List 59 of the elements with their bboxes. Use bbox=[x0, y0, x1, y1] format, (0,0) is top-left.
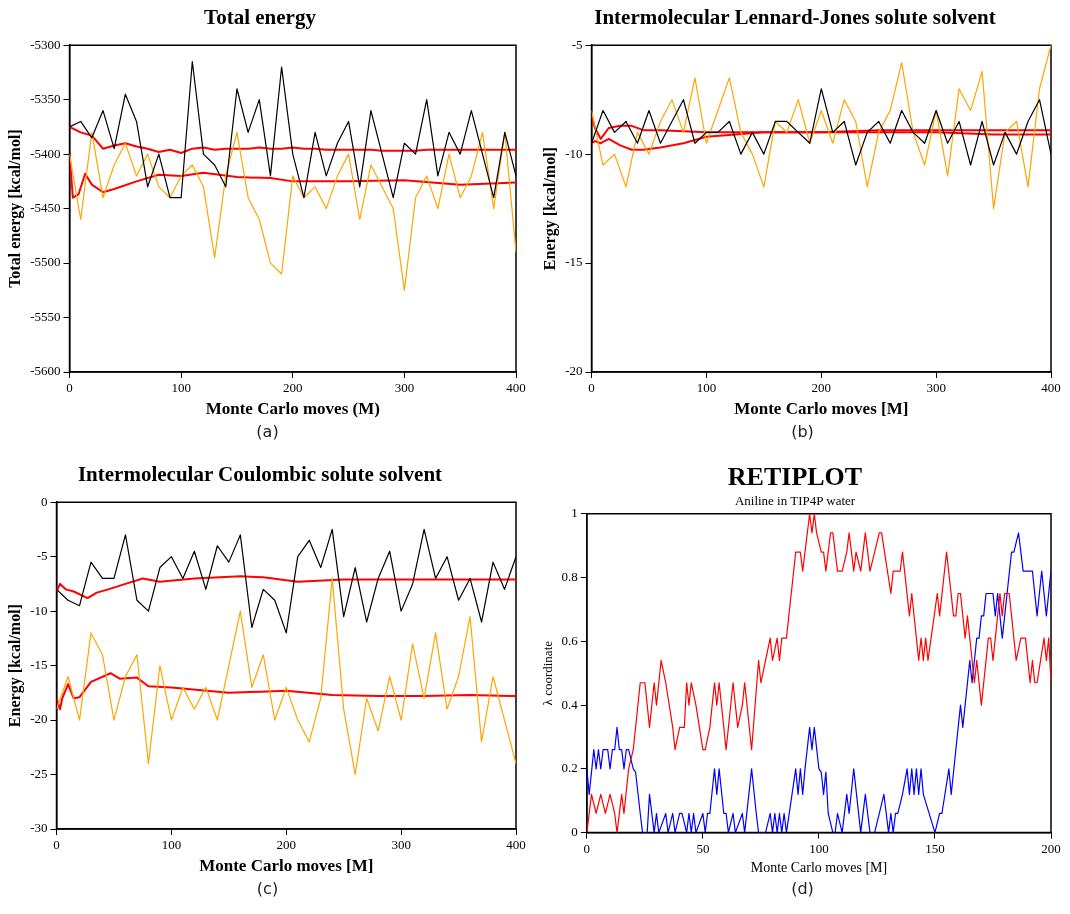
x-tick-label: 100 bbox=[161, 837, 182, 853]
x-tick-label: 0 bbox=[588, 380, 595, 396]
x-axis-title: Monte Carlo moves (M) bbox=[205, 399, 380, 419]
y-axis-title: Total energy [kcal/mol] bbox=[5, 129, 24, 288]
text: (d) bbox=[790, 879, 815, 898]
y-tick-label: -5 bbox=[571, 36, 583, 52]
y-tick-label: 0 bbox=[41, 493, 48, 509]
y-axis-title: Energy [kcal/mol] bbox=[5, 604, 24, 728]
x-tick-label: 300 bbox=[394, 380, 415, 396]
y-tick-label: -5400 bbox=[30, 145, 61, 161]
chart-title: Total energy bbox=[204, 5, 317, 30]
x-axis-title: Monte Carlo moves [M] bbox=[734, 399, 909, 419]
x-tick-label: 200 bbox=[283, 380, 303, 396]
y-tick-label: 0.4 bbox=[561, 696, 579, 712]
x-tick-label: 50 bbox=[696, 840, 710, 856]
y-tick-label: -5550 bbox=[30, 308, 61, 324]
chart-title: Intermolecular Coulombic solute solvent bbox=[77, 462, 443, 487]
y-tick-label: -5300 bbox=[30, 36, 61, 52]
y-tick-label: -20 bbox=[30, 711, 48, 727]
y-tick-label: 0.6 bbox=[561, 632, 579, 648]
x-tick-label: 200 bbox=[276, 837, 297, 853]
x-tick-label: 300 bbox=[391, 837, 411, 853]
x-axis-title: Monte Carlo moves [M] bbox=[750, 860, 888, 876]
y-tick-label: -5 bbox=[36, 548, 48, 564]
chart-subtitle: Aniline in TIP4P water bbox=[734, 493, 856, 509]
y-tick-label: 0.2 bbox=[561, 760, 578, 776]
y-tick-label: -20 bbox=[565, 363, 583, 379]
y-tick-label: -5450 bbox=[30, 200, 61, 216]
text: (c) bbox=[255, 879, 280, 898]
y-tick-label: -10 bbox=[565, 145, 583, 161]
x-tick-label: 200 bbox=[811, 380, 832, 396]
y-tick-label: -15 bbox=[565, 254, 583, 270]
x-tick-label: 200 bbox=[1041, 840, 1061, 856]
x-tick-label: 400 bbox=[1041, 380, 1061, 396]
y-axis-title: λ coordinate bbox=[540, 640, 556, 706]
y-tick-label: -5500 bbox=[30, 254, 61, 270]
x-tick-label: 300 bbox=[926, 380, 946, 396]
x-tick-label: 400 bbox=[506, 837, 526, 853]
y-tick-label: 1 bbox=[571, 505, 578, 521]
chart-title: RETIPLOT bbox=[727, 462, 863, 492]
x-tick-label: 400 bbox=[506, 380, 526, 396]
y-tick-label: -30 bbox=[30, 820, 48, 836]
y-axis-title: Energy [kcal/mol] bbox=[540, 147, 559, 271]
y-tick-label: 0.8 bbox=[561, 568, 578, 584]
x-tick-label: 100 bbox=[171, 380, 191, 396]
x-tick-label: 100 bbox=[696, 380, 717, 396]
y-tick-label: 0 bbox=[571, 824, 578, 840]
text: (b) bbox=[790, 422, 815, 441]
x-tick-label: 150 bbox=[925, 840, 945, 856]
x-tick-label: 0 bbox=[66, 380, 73, 396]
text: (a) bbox=[255, 422, 280, 441]
y-tick-label: -15 bbox=[30, 657, 48, 673]
y-tick-label: -10 bbox=[30, 602, 48, 618]
y-tick-label: -25 bbox=[30, 765, 48, 781]
y-tick-label: -5350 bbox=[30, 91, 61, 107]
x-axis-title: Monte Carlo moves [M] bbox=[199, 856, 374, 876]
x-tick-label: 100 bbox=[809, 840, 829, 856]
y-tick-label: -5600 bbox=[30, 363, 61, 379]
chart-title: Intermolecular Lennard-Jones solute solvent bbox=[594, 5, 996, 30]
